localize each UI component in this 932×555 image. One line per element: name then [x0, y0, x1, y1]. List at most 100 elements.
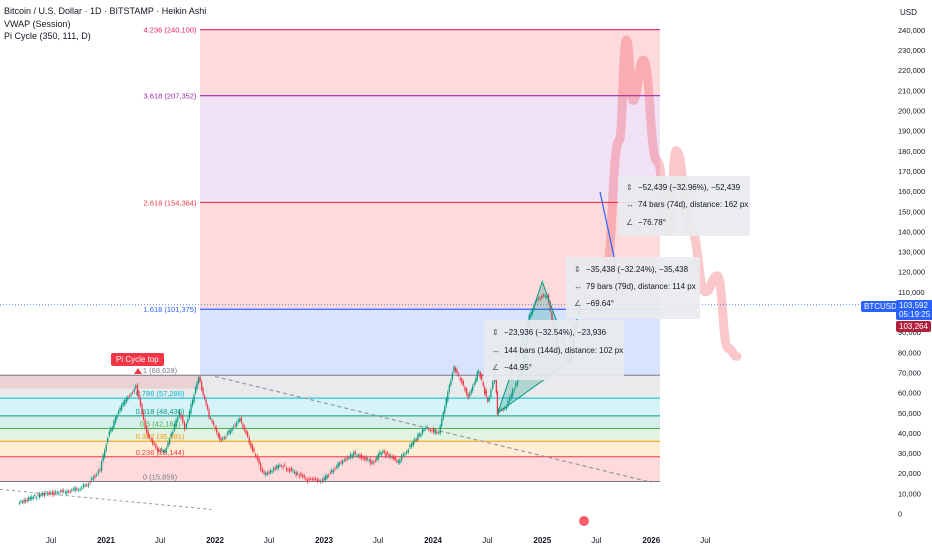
- candle-body: [91, 478, 93, 480]
- candle-body: [99, 469, 101, 471]
- x-tick-label: Jul: [46, 536, 56, 545]
- candle-body: [104, 450, 106, 458]
- lower-trend-line: [0, 488, 212, 510]
- y-tick-label: 70,000: [898, 368, 921, 377]
- candle-body: [45, 492, 47, 494]
- candle-body: [243, 426, 246, 431]
- candle-body: [95, 474, 98, 476]
- candle-body: [79, 488, 81, 490]
- measure-box-3[interactable]: ⇕ −23,936 (−32.54%), −23,936 ↔ 144 bars (1…: [484, 320, 624, 380]
- candle-body: [64, 492, 67, 494]
- currency-label[interactable]: USD: [900, 8, 917, 17]
- candle-body: [240, 417, 242, 423]
- fib-retracement-label: 0.5 (42,163): [140, 420, 181, 429]
- candle-body: [379, 451, 381, 455]
- candle-body: [331, 470, 333, 473]
- candle-body: [25, 500, 27, 502]
- candle-body: [549, 302, 551, 312]
- candle-body: [168, 439, 171, 445]
- candle-body: [161, 448, 163, 450]
- y-tick-label: 80,000: [898, 348, 921, 357]
- candle-body: [208, 409, 210, 418]
- candle-body: [459, 378, 461, 380]
- candle-body: [285, 468, 288, 470]
- candle-body: [271, 471, 273, 473]
- candle-body: [487, 398, 489, 402]
- candle-body: [318, 480, 320, 482]
- indicator-vwap[interactable]: VWAP (Session): [4, 19, 71, 29]
- candle-body: [405, 451, 408, 454]
- y-tick-label: 20,000: [898, 469, 921, 478]
- candle-body: [212, 422, 215, 425]
- candle-body: [434, 430, 436, 434]
- candle-body: [116, 415, 118, 419]
- indicator-pi-cycle[interactable]: Pi Cycle (350, 111, D): [4, 31, 91, 41]
- candle-body: [31, 496, 33, 500]
- y-tick-label: 40,000: [898, 429, 921, 438]
- candle-body: [119, 407, 121, 412]
- y-tick-label: 160,000: [898, 187, 925, 196]
- candle-body: [274, 467, 276, 469]
- candle-body: [152, 439, 154, 444]
- candle-body: [277, 465, 280, 469]
- candle-body: [105, 444, 107, 451]
- candle-body: [133, 389, 135, 392]
- candle-body: [190, 404, 192, 414]
- lower-price-badge: 103,264: [896, 321, 931, 332]
- candle-body: [165, 447, 168, 453]
- candle-body: [454, 367, 457, 372]
- measure-box-2[interactable]: ⇕ −35,438 (−32.24%), −35,438 ↔ 79 bars (79…: [566, 257, 700, 319]
- candle-body: [376, 457, 378, 460]
- candle-body: [431, 430, 433, 432]
- angle-icon: ∠: [626, 218, 634, 227]
- candle-body: [182, 416, 184, 424]
- candle-body: [508, 397, 511, 402]
- candle-body: [433, 428, 435, 433]
- candle-body: [393, 456, 395, 459]
- candle-body: [38, 493, 41, 498]
- candle-body: [48, 492, 50, 495]
- candle-body: [58, 493, 60, 495]
- candle-body: [428, 428, 430, 430]
- candle-body: [187, 419, 189, 423]
- candle-body: [74, 487, 76, 491]
- date-range-icon: ↔: [574, 282, 582, 291]
- candle-body: [147, 431, 149, 437]
- candle-body: [542, 294, 545, 296]
- candle-body: [180, 414, 182, 419]
- candle-body: [315, 478, 317, 480]
- candle-body: [362, 457, 364, 459]
- candle-body: [92, 476, 95, 480]
- fib-extension-zone: [200, 95, 660, 203]
- candle-body: [276, 465, 278, 469]
- candle-body: [263, 471, 265, 474]
- candle-body: [194, 387, 197, 393]
- y-tick-label: 240,000: [898, 26, 925, 35]
- candle-body: [512, 389, 514, 396]
- candle-body: [467, 394, 469, 399]
- y-tick-label: 130,000: [898, 248, 925, 257]
- candle-body: [69, 491, 71, 493]
- candle-body: [551, 312, 553, 321]
- candle-body: [211, 419, 213, 422]
- candle-body: [21, 501, 24, 503]
- candle-body: [335, 466, 338, 468]
- candle-body: [371, 462, 374, 464]
- candle-body: [185, 424, 188, 428]
- candle-body: [145, 426, 148, 433]
- candle-body: [239, 419, 241, 421]
- candle-body: [329, 472, 331, 474]
- y-tick-label: 220,000: [898, 66, 925, 75]
- candle-body: [42, 493, 44, 496]
- measure-box-1[interactable]: ⇕ −52,439 (−32.96%), −52,439 ↔ 74 bars (74…: [618, 176, 750, 236]
- candle-body: [442, 412, 444, 420]
- candle-body: [424, 428, 427, 430]
- candle-body: [35, 498, 38, 500]
- candle-body: [40, 494, 42, 496]
- candle-body: [178, 410, 181, 417]
- candle-body: [247, 432, 249, 437]
- candle-body: [359, 455, 361, 458]
- candle-body: [360, 455, 363, 459]
